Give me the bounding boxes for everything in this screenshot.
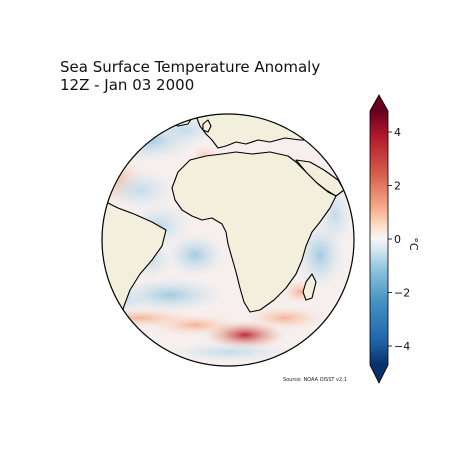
- madagascar: [302, 273, 317, 301]
- colorbar-tick-label: 0: [394, 233, 401, 246]
- colorbar-ticks: 4 2 0 −2 −4: [388, 126, 410, 353]
- title-line-2: 12Z - Jan 03 2000: [60, 76, 195, 94]
- colorbar-gradient: [370, 111, 388, 365]
- map-title: Sea Surface Temperature Anomaly 12Z - Ja…: [60, 58, 320, 94]
- colorbar-tick-label: −4: [394, 340, 410, 353]
- colorbar-min-extend: [370, 365, 388, 383]
- colorbar-unit: °C: [407, 237, 420, 251]
- globe: [102, 114, 354, 366]
- data-source-note: Source: NOAA OISST v2.1: [283, 377, 347, 383]
- british-isles: [202, 119, 212, 133]
- arabia: [295, 159, 345, 197]
- colorbar-tick-label: 4: [394, 126, 401, 139]
- colorbar-tick-label: −2: [394, 287, 410, 300]
- globe-outline: [101, 113, 355, 367]
- africa: [171, 151, 337, 313]
- title-line-1: Sea Surface Temperature Anomaly: [60, 58, 321, 76]
- colorbar: 4 2 0 −2 −4 °C: [369, 94, 420, 384]
- colorbar-max-extend: [370, 95, 388, 111]
- colorbar-tick-label: 2: [394, 180, 401, 193]
